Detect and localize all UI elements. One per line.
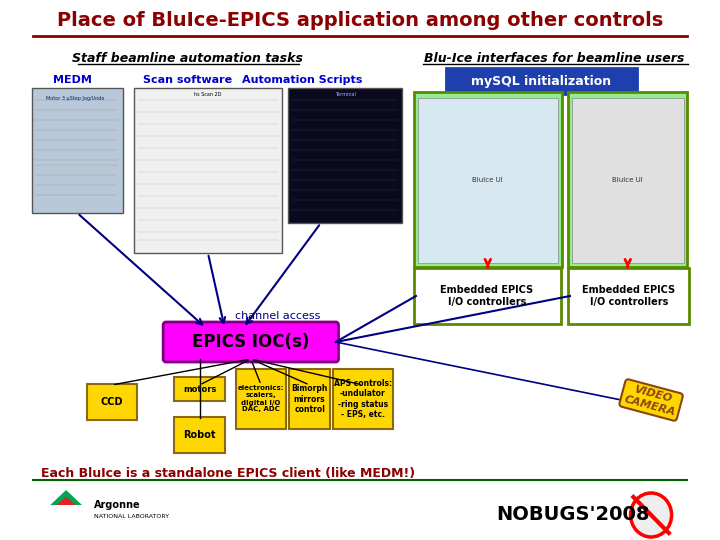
FancyBboxPatch shape bbox=[289, 369, 330, 429]
Text: Blu-Ice interfaces for beamline users: Blu-Ice interfaces for beamline users bbox=[424, 51, 684, 64]
Text: Each BluIce is a standalone EPICS client (like MEDM!): Each BluIce is a standalone EPICS client… bbox=[41, 467, 415, 480]
FancyBboxPatch shape bbox=[32, 88, 123, 213]
Text: BluIce UI: BluIce UI bbox=[472, 177, 503, 183]
Text: NOBUGS'2008: NOBUGS'2008 bbox=[496, 505, 649, 524]
FancyBboxPatch shape bbox=[174, 377, 225, 401]
Text: Embedded EPICS
I/O controllers: Embedded EPICS I/O controllers bbox=[441, 285, 534, 307]
FancyBboxPatch shape bbox=[174, 417, 225, 453]
Text: BluIce UI: BluIce UI bbox=[613, 177, 643, 183]
Text: EPICS IOC(s): EPICS IOC(s) bbox=[192, 333, 310, 351]
FancyBboxPatch shape bbox=[414, 268, 561, 324]
FancyBboxPatch shape bbox=[414, 92, 562, 267]
Text: Terminal: Terminal bbox=[335, 92, 356, 97]
FancyBboxPatch shape bbox=[236, 369, 287, 429]
Text: Bimorph
mirrors
control: Bimorph mirrors control bbox=[292, 384, 328, 414]
Text: APS controls:
-undulator
-ring status
- EPS, etc.: APS controls: -undulator -ring status - … bbox=[334, 379, 392, 419]
Text: Staff beamline automation tasks: Staff beamline automation tasks bbox=[72, 51, 303, 64]
FancyBboxPatch shape bbox=[568, 92, 688, 267]
FancyBboxPatch shape bbox=[134, 88, 282, 253]
Text: Argonne: Argonne bbox=[94, 500, 140, 510]
Text: Robot: Robot bbox=[184, 430, 216, 440]
Text: motors: motors bbox=[183, 384, 216, 394]
FancyBboxPatch shape bbox=[163, 322, 338, 362]
Text: electronics:
scalers,
digital I/O
DAC, ADC: electronics: scalers, digital I/O DAC, A… bbox=[238, 386, 284, 413]
Text: NATIONAL LABORATORY: NATIONAL LABORATORY bbox=[94, 514, 169, 518]
Text: CCD: CCD bbox=[101, 397, 123, 407]
Text: Motor 3 µStep Jog/Undo: Motor 3 µStep Jog/Undo bbox=[46, 96, 104, 101]
FancyBboxPatch shape bbox=[288, 88, 402, 223]
FancyBboxPatch shape bbox=[333, 369, 392, 429]
Polygon shape bbox=[57, 497, 76, 505]
Text: mySQL initialization: mySQL initialization bbox=[471, 75, 611, 87]
Polygon shape bbox=[50, 490, 82, 505]
Text: Place of BluIce-EPICS application among other controls: Place of BluIce-EPICS application among … bbox=[57, 10, 663, 30]
FancyBboxPatch shape bbox=[446, 68, 637, 94]
Text: Scan software: Scan software bbox=[143, 75, 232, 85]
Text: MEDM: MEDM bbox=[53, 75, 92, 85]
Text: channel access: channel access bbox=[235, 311, 320, 321]
FancyBboxPatch shape bbox=[418, 98, 558, 263]
Text: Embedded EPICS
I/O controllers: Embedded EPICS I/O controllers bbox=[582, 285, 675, 307]
FancyBboxPatch shape bbox=[572, 98, 684, 263]
FancyBboxPatch shape bbox=[568, 268, 689, 324]
Circle shape bbox=[631, 493, 672, 537]
FancyBboxPatch shape bbox=[86, 384, 137, 420]
Text: hs Scan 2D: hs Scan 2D bbox=[194, 92, 222, 97]
Text: VIDEO
CAMERA: VIDEO CAMERA bbox=[623, 383, 680, 417]
Text: Automation Scripts: Automation Scripts bbox=[242, 75, 362, 85]
